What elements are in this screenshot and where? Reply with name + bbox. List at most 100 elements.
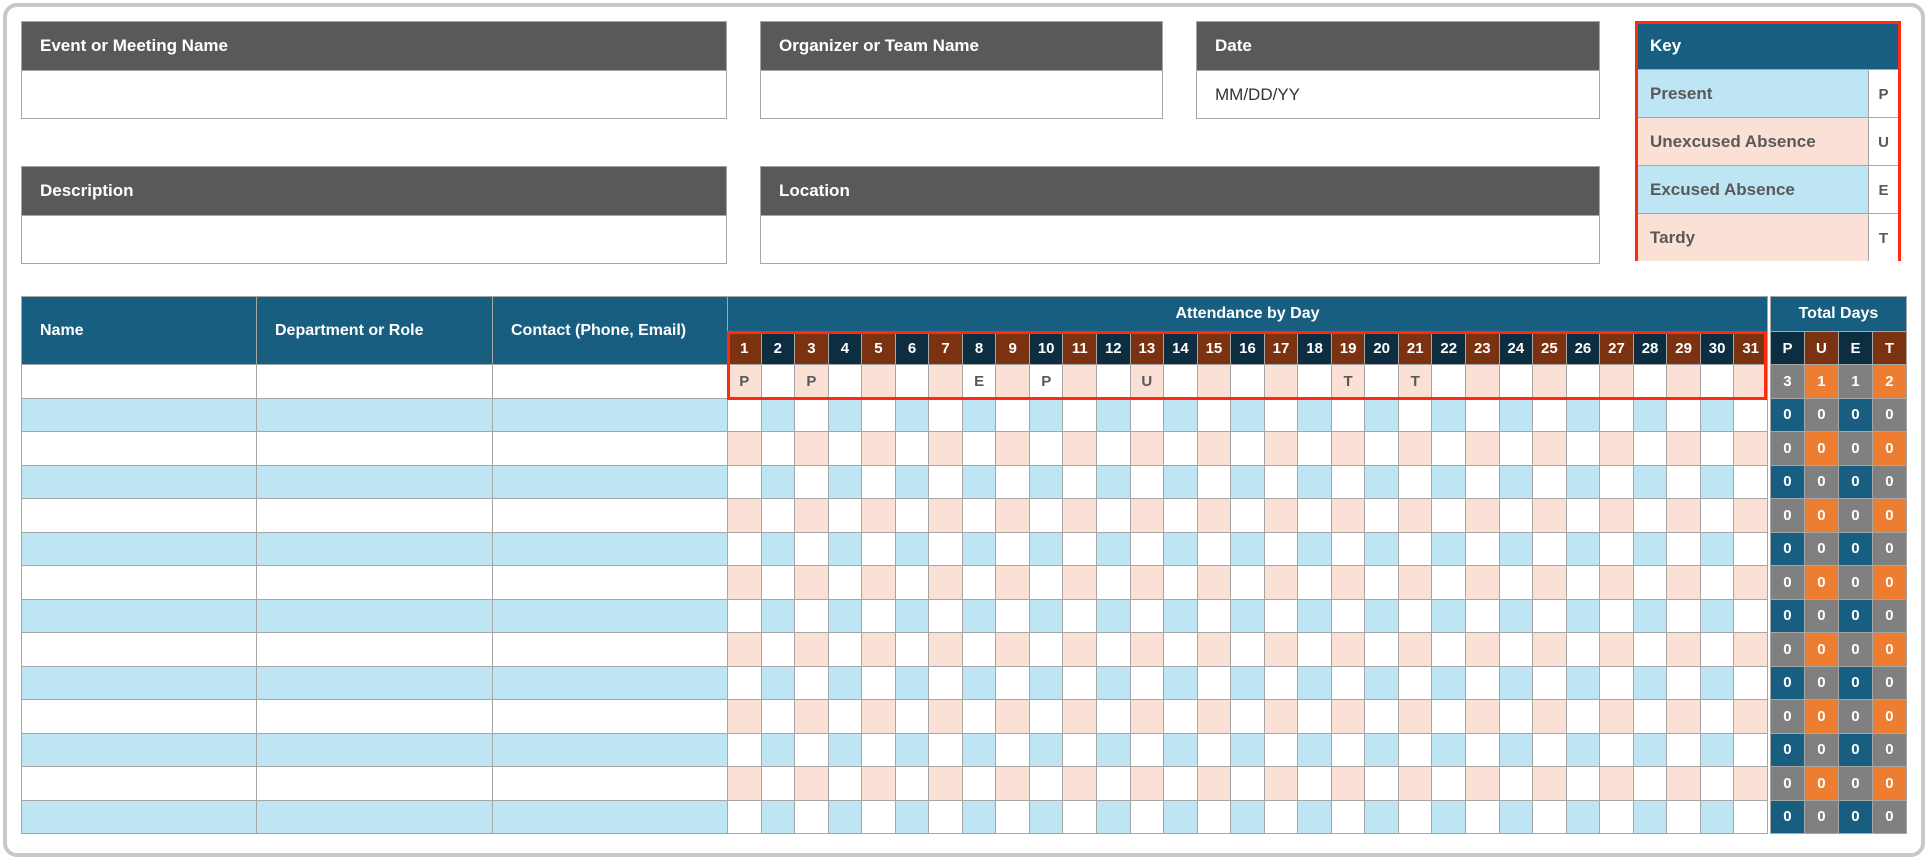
day-cell-8[interactable] bbox=[961, 665, 997, 700]
day-cell-10[interactable] bbox=[1028, 464, 1064, 499]
day-cell-4[interactable] bbox=[827, 632, 863, 667]
day-cell-29[interactable] bbox=[1666, 699, 1701, 734]
day-cell-25[interactable] bbox=[1532, 364, 1567, 399]
contact-cell[interactable] bbox=[492, 766, 728, 801]
dept-cell[interactable] bbox=[256, 699, 493, 734]
day-cell-1[interactable] bbox=[727, 766, 762, 801]
day-cell-27[interactable] bbox=[1599, 531, 1634, 566]
day-cell-12[interactable] bbox=[1096, 565, 1131, 600]
day-cell-22[interactable] bbox=[1431, 464, 1467, 499]
dept-cell[interactable] bbox=[256, 665, 493, 700]
day-cell-19[interactable] bbox=[1330, 431, 1366, 466]
day-cell-3[interactable] bbox=[794, 531, 829, 566]
day-cell-31[interactable] bbox=[1733, 431, 1768, 466]
day-cell-14[interactable] bbox=[1163, 531, 1198, 566]
day-cell-22[interactable] bbox=[1431, 665, 1467, 700]
day-cell-2[interactable] bbox=[760, 431, 796, 466]
day-cell-15[interactable] bbox=[1196, 732, 1232, 767]
day-cell-29[interactable] bbox=[1666, 799, 1701, 834]
location-input[interactable] bbox=[761, 215, 1599, 263]
day-cell-5[interactable] bbox=[861, 799, 896, 834]
event-name-input[interactable] bbox=[22, 70, 726, 118]
day-cell-28[interactable] bbox=[1632, 531, 1668, 566]
day-cell-21[interactable] bbox=[1397, 732, 1433, 767]
contact-cell[interactable] bbox=[492, 699, 728, 734]
day-cell-10[interactable] bbox=[1028, 431, 1064, 466]
day-cell-20[interactable] bbox=[1364, 431, 1399, 466]
name-cell[interactable] bbox=[21, 498, 257, 533]
day-cell-26[interactable] bbox=[1565, 464, 1601, 499]
contact-cell[interactable] bbox=[492, 498, 728, 533]
day-cell-14[interactable] bbox=[1163, 498, 1198, 533]
day-cell-12[interactable] bbox=[1096, 799, 1131, 834]
day-cell-23[interactable] bbox=[1465, 699, 1500, 734]
day-cell-7[interactable] bbox=[928, 732, 963, 767]
name-cell[interactable] bbox=[21, 799, 257, 834]
day-cell-18[interactable] bbox=[1297, 364, 1332, 399]
day-cell-2[interactable] bbox=[760, 732, 796, 767]
day-cell-15[interactable] bbox=[1196, 498, 1232, 533]
day-cell-7[interactable] bbox=[928, 464, 963, 499]
day-cell-28[interactable] bbox=[1632, 766, 1668, 801]
day-cell-11[interactable] bbox=[1062, 699, 1098, 734]
day-cell-18[interactable] bbox=[1297, 699, 1332, 734]
day-cell-31[interactable] bbox=[1733, 766, 1768, 801]
day-cell-7[interactable] bbox=[928, 766, 963, 801]
day-cell-22[interactable] bbox=[1431, 431, 1467, 466]
day-cell-27[interactable] bbox=[1599, 799, 1634, 834]
day-cell-21[interactable]: T bbox=[1397, 364, 1433, 399]
day-cell-28[interactable] bbox=[1632, 498, 1668, 533]
day-cell-29[interactable] bbox=[1666, 464, 1701, 499]
day-cell-30[interactable] bbox=[1699, 565, 1735, 600]
day-cell-20[interactable] bbox=[1364, 799, 1399, 834]
day-cell-11[interactable] bbox=[1062, 531, 1098, 566]
day-cell-1[interactable] bbox=[727, 665, 762, 700]
day-cell-16[interactable] bbox=[1230, 766, 1265, 801]
day-cell-13[interactable] bbox=[1129, 498, 1165, 533]
day-cell-2[interactable] bbox=[760, 632, 796, 667]
day-cell-1[interactable] bbox=[727, 799, 762, 834]
day-cell-4[interactable] bbox=[827, 665, 863, 700]
day-cell-31[interactable] bbox=[1733, 397, 1768, 432]
day-cell-16[interactable] bbox=[1230, 498, 1265, 533]
day-cell-11[interactable] bbox=[1062, 565, 1098, 600]
day-cell-1[interactable] bbox=[727, 598, 762, 633]
dept-cell[interactable] bbox=[256, 598, 493, 633]
day-cell-8[interactable] bbox=[961, 397, 997, 432]
day-cell-26[interactable] bbox=[1565, 431, 1601, 466]
day-cell-13[interactable]: U bbox=[1129, 364, 1165, 399]
day-cell-2[interactable] bbox=[760, 498, 796, 533]
day-cell-17[interactable] bbox=[1263, 699, 1299, 734]
day-cell-2[interactable] bbox=[760, 565, 796, 600]
day-cell-25[interactable] bbox=[1532, 531, 1567, 566]
day-cell-10[interactable] bbox=[1028, 531, 1064, 566]
name-cell[interactable] bbox=[21, 431, 257, 466]
day-cell-23[interactable] bbox=[1465, 766, 1500, 801]
day-cell-31[interactable] bbox=[1733, 699, 1768, 734]
day-cell-14[interactable] bbox=[1163, 766, 1198, 801]
day-cell-29[interactable] bbox=[1666, 766, 1701, 801]
day-cell-4[interactable] bbox=[827, 531, 863, 566]
day-cell-25[interactable] bbox=[1532, 699, 1567, 734]
day-cell-17[interactable] bbox=[1263, 364, 1299, 399]
day-cell-30[interactable] bbox=[1699, 397, 1735, 432]
day-cell-16[interactable] bbox=[1230, 598, 1265, 633]
day-cell-16[interactable] bbox=[1230, 397, 1265, 432]
day-cell-4[interactable] bbox=[827, 565, 863, 600]
day-cell-4[interactable] bbox=[827, 397, 863, 432]
day-cell-8[interactable] bbox=[961, 598, 997, 633]
name-cell[interactable] bbox=[21, 397, 257, 432]
day-cell-1[interactable] bbox=[727, 565, 762, 600]
day-cell-25[interactable] bbox=[1532, 565, 1567, 600]
day-cell-27[interactable] bbox=[1599, 665, 1634, 700]
day-cell-27[interactable] bbox=[1599, 632, 1634, 667]
day-cell-14[interactable] bbox=[1163, 364, 1198, 399]
day-cell-9[interactable] bbox=[995, 498, 1030, 533]
day-cell-23[interactable] bbox=[1465, 799, 1500, 834]
day-cell-18[interactable] bbox=[1297, 632, 1332, 667]
day-cell-28[interactable] bbox=[1632, 565, 1668, 600]
day-cell-24[interactable] bbox=[1498, 464, 1534, 499]
day-cell-29[interactable] bbox=[1666, 498, 1701, 533]
day-cell-12[interactable] bbox=[1096, 632, 1131, 667]
day-cell-30[interactable] bbox=[1699, 431, 1735, 466]
